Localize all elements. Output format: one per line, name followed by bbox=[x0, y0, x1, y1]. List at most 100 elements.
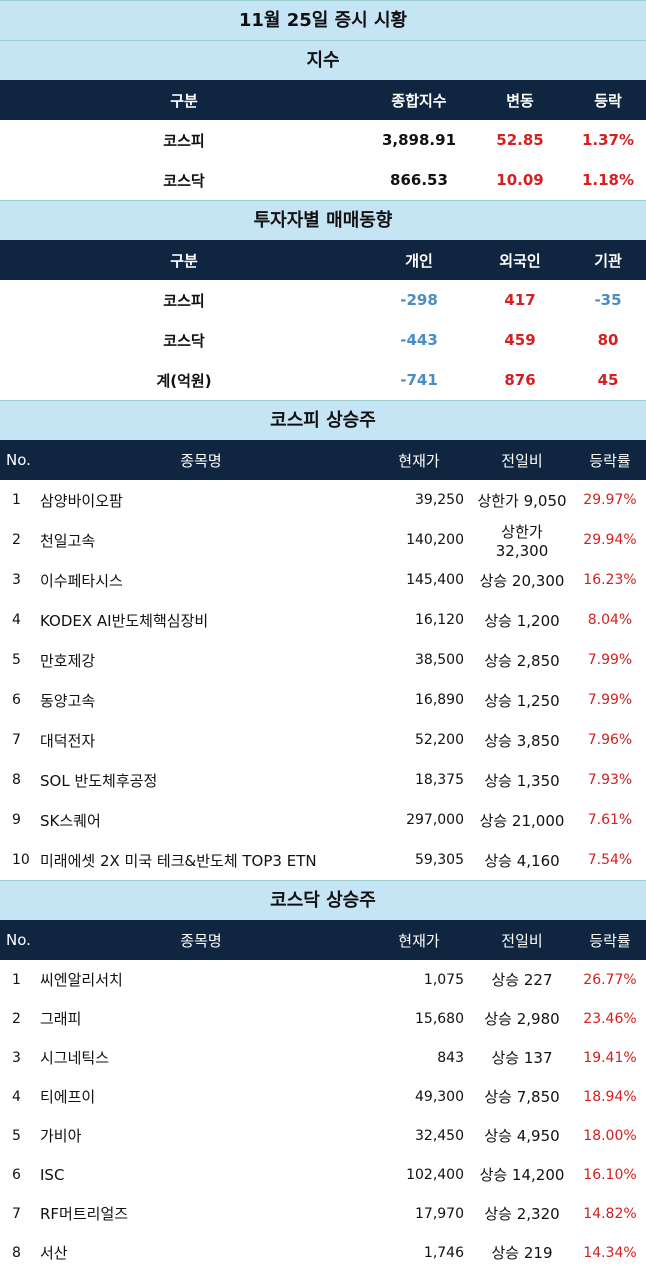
table-section: 코스피 상승주 No. 종목명 현재가 전일비 등락률 1 삼양바이오팜 39,250 상한가 9… bbox=[0, 400, 646, 880]
table-cell: KODEX AI반도체핵심장비 bbox=[40, 611, 209, 630]
table-cell: 4 bbox=[12, 612, 21, 628]
header-cell: 변동 bbox=[506, 91, 534, 110]
table-cell: 14.34% bbox=[583, 1244, 637, 1261]
table-cell: ISC bbox=[40, 1165, 65, 1184]
table-cell: 15,680 bbox=[415, 1010, 464, 1027]
table-cell: 2 bbox=[12, 532, 21, 548]
header-cell: 외국인 bbox=[499, 251, 541, 270]
table-cell: 843 bbox=[437, 1049, 464, 1066]
table-cell: 상승 1,200 bbox=[484, 611, 560, 630]
table-cell: 23.46% bbox=[583, 1010, 637, 1027]
table-cell: 16.23% bbox=[583, 572, 637, 588]
table-row: 4 티에프이 49,300 상승 7,850 18.94% bbox=[0, 1077, 646, 1116]
table-cell: 3 bbox=[12, 1049, 21, 1066]
table-cell: 7.99% bbox=[587, 652, 633, 668]
table-cell: 10 bbox=[12, 852, 30, 868]
table-row: 1 씨엔알리서치 1,075 상승 227 26.77% bbox=[0, 960, 646, 999]
table-cell: 1.37% bbox=[581, 131, 635, 149]
table-cell: 52.85 bbox=[496, 131, 544, 149]
table-cell: SK스퀘어 bbox=[40, 811, 101, 830]
header-cell: 개인 bbox=[405, 251, 433, 270]
table-cell: 10.09 bbox=[496, 171, 544, 189]
header-cell: 기관 bbox=[594, 251, 622, 270]
table-cell: 3,898.91 bbox=[381, 131, 457, 149]
table-cell: 18,375 bbox=[415, 772, 464, 788]
table-section: 지수 구분 종합지수 변동 등락 코스피 3,898.91 52.85 1.37% 코스닥 866.… bbox=[0, 40, 646, 200]
table-row: 9 SK스퀘어 297,000 상승 21,000 7.61% bbox=[0, 800, 646, 840]
table-cell: 7 bbox=[12, 732, 21, 748]
table-cell: 7.54% bbox=[587, 852, 633, 868]
table-row: 7 RF머트리얼즈 17,970 상승 2,320 14.82% bbox=[0, 1194, 646, 1233]
table-row: 2 천일고속 140,200 상한가 32,300 29.94% bbox=[0, 520, 646, 560]
table-row: 코스피 -298 417 -35 bbox=[0, 280, 646, 320]
header-row: 구분 종합지수 변동 등락 bbox=[0, 80, 646, 120]
table-cell: 7.93% bbox=[587, 772, 633, 788]
table-cell: 145,400 bbox=[406, 572, 464, 588]
table-cell: 52,200 bbox=[415, 732, 464, 748]
report-title: 11월 25일 증시 시황 bbox=[0, 0, 646, 40]
header-cell: 종목명 bbox=[180, 451, 222, 470]
table-cell: 티에프이 bbox=[40, 1088, 96, 1106]
table-cell: 7.61% bbox=[587, 812, 633, 828]
table-cell: 이수페타시스 bbox=[40, 571, 123, 590]
table-cell: 상승 7,850 bbox=[484, 1088, 560, 1106]
table-cell: 140,200 bbox=[406, 532, 464, 548]
table-cell: 59,305 bbox=[415, 852, 464, 868]
table-cell: 상승 14,200 bbox=[479, 1166, 565, 1184]
table-row: 코스닥 866.53 10.09 1.18% bbox=[0, 160, 646, 200]
table-row: 6 ISC 102,400 상승 14,200 16.10% bbox=[0, 1155, 646, 1194]
table-cell: 417 bbox=[504, 291, 536, 309]
table-row: 5 만호제강 38,500 상승 2,850 7.99% bbox=[0, 640, 646, 680]
table-cell: 6 bbox=[12, 1166, 21, 1183]
table-row: 8 SOL 반도체후공정 18,375 상승 1,350 7.93% bbox=[0, 760, 646, 800]
table-section: 투자자별 매매동향 구분 개인 외국인 기관 코스피 -298 417 -35 코스닥 -443 45… bbox=[0, 200, 646, 400]
table-cell: 상승 2,320 bbox=[484, 1205, 560, 1223]
table-cell: 32,450 bbox=[415, 1127, 464, 1144]
header-row: No. 종목명 현재가 전일비 등락률 bbox=[0, 440, 646, 480]
table-cell: 14.82% bbox=[583, 1205, 637, 1222]
table-cell: 1,746 bbox=[423, 1244, 464, 1261]
table-cell: 39,250 bbox=[415, 492, 464, 508]
table-cell: -298 bbox=[400, 291, 438, 309]
table-cell: 18.94% bbox=[583, 1088, 637, 1105]
table-row: 6 동양고속 16,890 상승 1,250 7.99% bbox=[0, 680, 646, 720]
table-row: 계(억원) -741 876 45 bbox=[0, 360, 646, 400]
table-cell: 26.77% bbox=[583, 971, 637, 988]
table-cell: 상승 1,250 bbox=[484, 691, 560, 710]
header-cell: No. bbox=[6, 931, 31, 949]
table-cell: 계(억원) bbox=[156, 371, 212, 390]
table-cell: -443 bbox=[400, 331, 438, 349]
table-cell: 상승 3,850 bbox=[484, 731, 560, 750]
table-cell: 코스닥 bbox=[163, 331, 205, 350]
table-cell: 상승 21,000 bbox=[479, 811, 565, 830]
table-row: 코스피 3,898.91 52.85 1.37% bbox=[0, 120, 646, 160]
table-cell: 상한가 32,300 bbox=[495, 522, 549, 560]
header-cell: 등락 bbox=[594, 91, 622, 110]
table-cell: 8.04% bbox=[587, 612, 633, 628]
table-cell: 1 bbox=[12, 492, 21, 508]
table-cell: 미래에셋 2X 미국 테크&반도체 TOP3 ETN bbox=[40, 851, 317, 870]
table-cell: -35 bbox=[594, 291, 622, 309]
header-cell: 구분 bbox=[170, 251, 198, 270]
table-cell: 18.00% bbox=[583, 1127, 637, 1144]
table-cell: 49,300 bbox=[415, 1088, 464, 1105]
section-title: 코스닥 상승주 bbox=[0, 880, 646, 920]
table-cell: 2 bbox=[12, 1010, 21, 1027]
table-cell: 1,075 bbox=[423, 971, 464, 988]
header-cell: 구분 bbox=[170, 91, 198, 110]
header-row: No. 종목명 현재가 전일비 등락률 bbox=[0, 920, 646, 960]
table-row: 5 가비아 32,450 상승 4,950 18.00% bbox=[0, 1116, 646, 1155]
table-cell: 1 bbox=[12, 971, 21, 988]
section-title: 투자자별 매매동향 bbox=[0, 200, 646, 240]
table-section: 코스닥 상승주 No. 종목명 현재가 전일비 등락률 1 씨엔알리서치 1,075 상승 227… bbox=[0, 880, 646, 1272]
table-row: 7 대덕전자 52,200 상승 3,850 7.96% bbox=[0, 720, 646, 760]
table-row: 2 그래피 15,680 상승 2,980 23.46% bbox=[0, 999, 646, 1038]
table-cell: 19.41% bbox=[583, 1049, 637, 1066]
table-cell: 시그네틱스 bbox=[40, 1049, 110, 1067]
table-cell: 상승 2,980 bbox=[484, 1010, 560, 1028]
header-cell: 종목명 bbox=[180, 931, 222, 950]
table-row: 3 시그네틱스 843 상승 137 19.41% bbox=[0, 1038, 646, 1077]
header-cell: 등락률 bbox=[589, 451, 631, 470]
